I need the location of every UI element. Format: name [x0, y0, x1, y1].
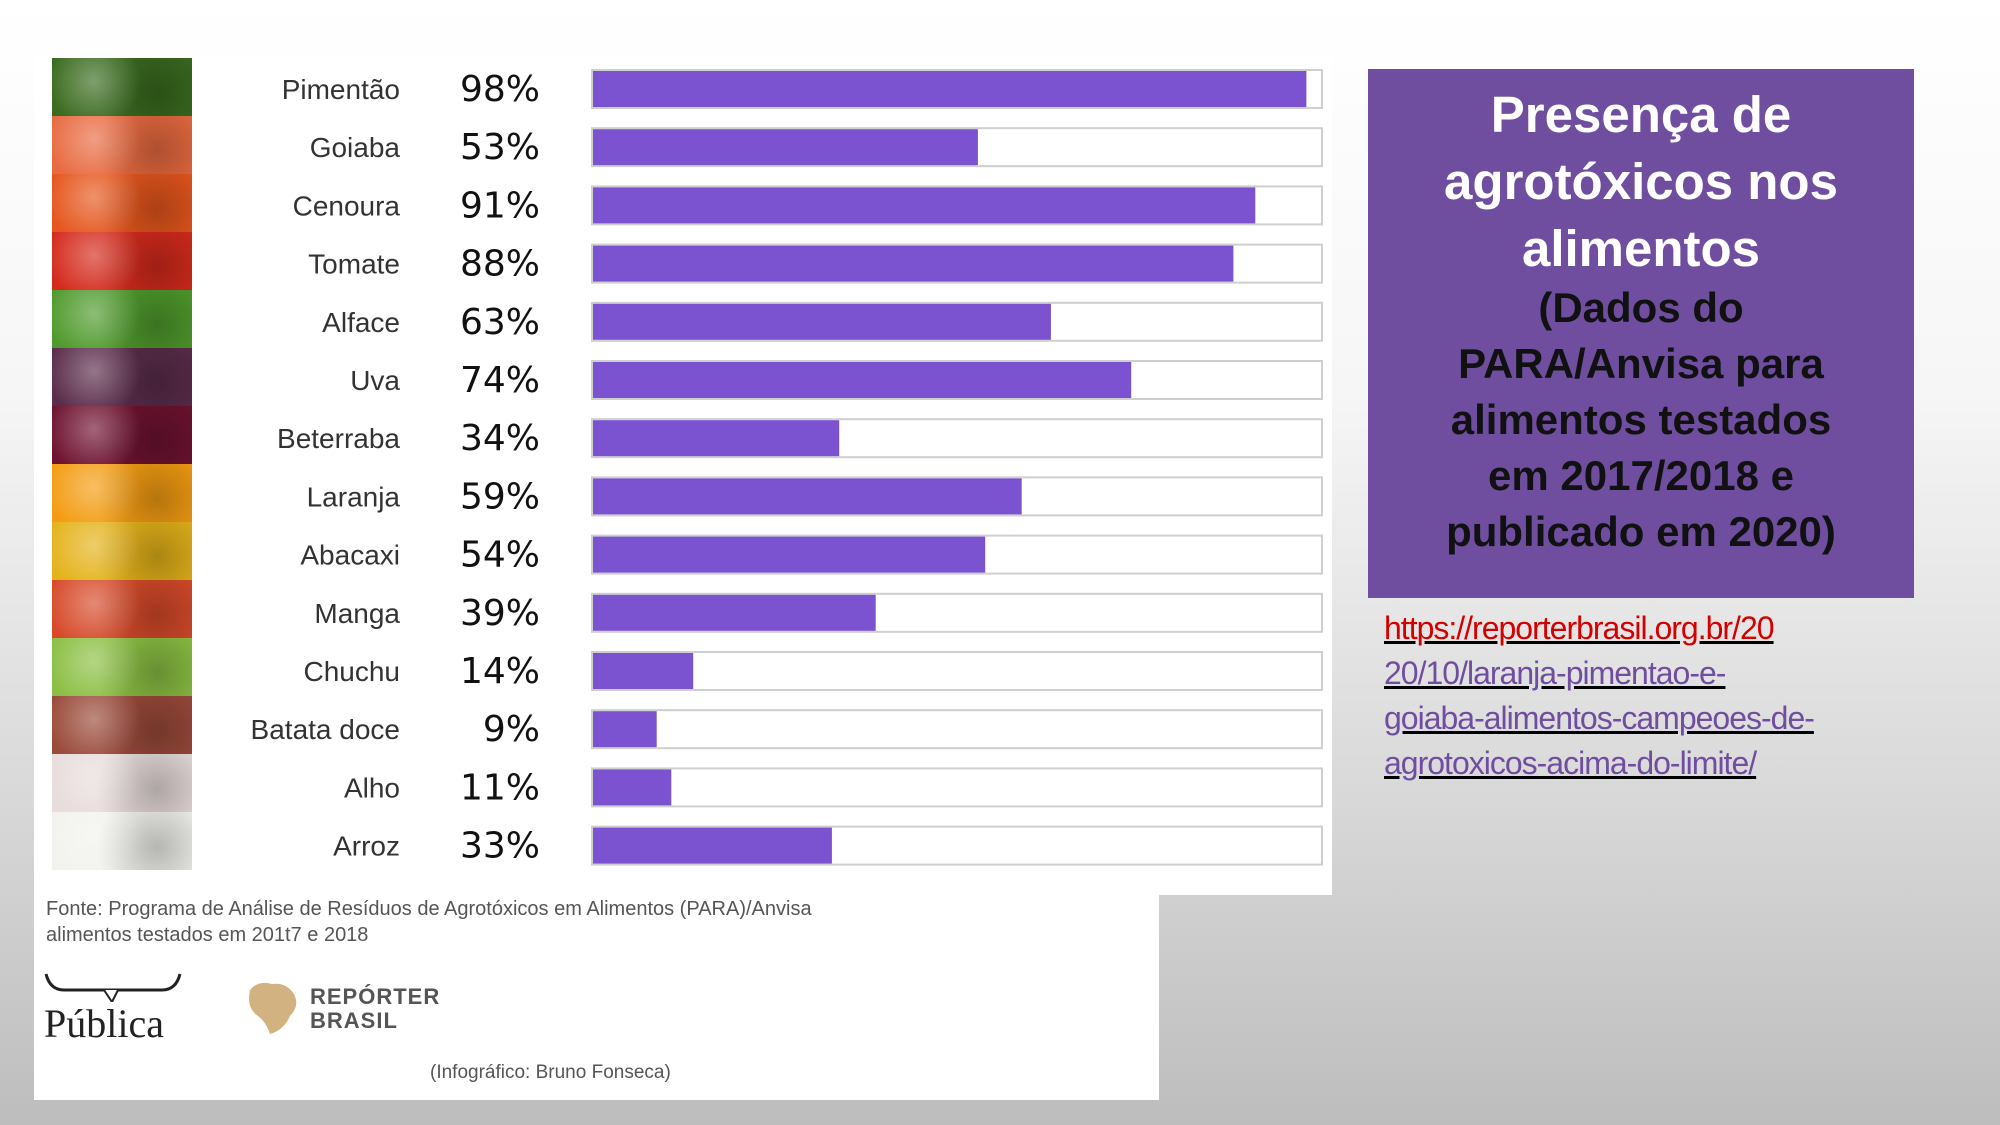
- subtitle-line-3: alimentos testados: [1450, 396, 1832, 443]
- category-label: Manga: [314, 598, 400, 629]
- vegetable-photo-tile: [52, 116, 192, 174]
- title-box: Presença de agrotóxicos nos alimentos (D…: [1368, 69, 1914, 598]
- value-label: 34%: [460, 418, 540, 459]
- vegetable-photo-tile: [52, 638, 192, 696]
- subtitle-line-4: em 2017/2018 e: [1488, 452, 1794, 499]
- category-label: Alho: [344, 772, 400, 803]
- vegetable-photo-tile: [52, 174, 192, 232]
- bar-5: [593, 303, 1051, 340]
- value-label: 59%: [460, 476, 540, 517]
- publica-logo: Pública: [44, 972, 194, 1046]
- bar-8: [593, 478, 1022, 515]
- infographic-footer-panel: [34, 890, 1159, 1100]
- category-label: Beterraba: [277, 423, 400, 454]
- vegetable-photo-tile: [52, 406, 192, 464]
- bar-11: [593, 653, 694, 689]
- value-label: 74%: [460, 360, 540, 401]
- value-label: 39%: [460, 593, 540, 634]
- source-link-line-2[interactable]: 20/10/laranja-pimentao-e-: [1384, 655, 1726, 691]
- source-line-2: alimentos testados em 201t7 e 2018: [46, 924, 369, 946]
- category-label: Goiaba: [310, 132, 401, 163]
- category-label: Cenoura: [293, 190, 401, 221]
- bar-4: [593, 245, 1234, 282]
- brazil-map-icon: [249, 982, 297, 1034]
- value-label: 11%: [460, 767, 540, 808]
- bar-3: [593, 187, 1256, 224]
- vegetable-photo-tile: [52, 696, 192, 754]
- value-label: 88%: [460, 244, 540, 285]
- subtitle-line-5: publicado em 2020): [1446, 508, 1836, 555]
- category-label: Uva: [350, 365, 400, 396]
- title-line-3: alimentos: [1521, 220, 1761, 277]
- bar-track: [591, 767, 1323, 808]
- infographic-credit: (Infográfico: Bruno Fonseca): [430, 1062, 671, 1083]
- subtitle-line-2: PARA/Anvisa para: [1458, 340, 1824, 387]
- vegetable-photo-tile: [52, 290, 192, 348]
- bar-13: [593, 769, 672, 806]
- source-line-1: Fonte: Programa de Análise de Resíduos d…: [46, 898, 812, 920]
- category-label: Tomate: [308, 249, 400, 280]
- subtitle-line-1: (Dados do: [1538, 284, 1744, 331]
- speech-bracket-icon: [44, 973, 182, 1002]
- value-label: 53%: [460, 127, 540, 168]
- value-label: 9%: [483, 709, 540, 750]
- reporter-logo-line-2: BRASIL: [310, 1008, 398, 1033]
- source-link-line-1[interactable]: https://reporterbrasil.org.br/20: [1384, 610, 1775, 646]
- bar-2: [593, 129, 978, 166]
- title-line-2: agrotóxicos nos: [1444, 153, 1838, 210]
- bar-7: [593, 420, 840, 457]
- value-label: 63%: [460, 302, 540, 343]
- reporter-brasil-logo: REPÓRTER BRASIL: [240, 976, 450, 1036]
- value-label: 98%: [460, 69, 540, 110]
- bar-14: [593, 827, 832, 864]
- bar-track: [591, 651, 1323, 691]
- vegetable-photo-tile: [52, 754, 192, 812]
- category-label: Laranja: [307, 481, 401, 512]
- publica-logo-text: Pública: [44, 1001, 164, 1046]
- value-label: 14%: [460, 651, 540, 692]
- vegetable-photo-tile: [52, 58, 192, 116]
- category-label: Pimentão: [282, 74, 400, 105]
- chart-source-note: Fonte: Programa de Análise de Resíduos d…: [46, 896, 906, 948]
- vegetable-photo-strip: [52, 58, 192, 870]
- value-label: 54%: [460, 535, 540, 576]
- vegetable-photo-tile: [52, 522, 192, 580]
- source-link[interactable]: https://reporterbrasil.org.br/20 20/10/l…: [1384, 606, 1924, 786]
- category-label: Abacaxi: [300, 540, 400, 571]
- category-label: Chuchu: [303, 656, 400, 687]
- category-label: Alface: [322, 307, 400, 338]
- category-label: Arroz: [333, 831, 400, 862]
- value-label: 33%: [460, 826, 540, 867]
- vegetable-photo-tile: [52, 232, 192, 290]
- bar-track: [591, 709, 1323, 750]
- source-link-line-3[interactable]: goiaba-alimentos-campeoes-de-: [1384, 700, 1815, 736]
- bar-12: [593, 711, 657, 748]
- category-label: Batata doce: [251, 714, 400, 745]
- vegetable-photo-tile: [52, 580, 192, 638]
- bar-9: [593, 536, 986, 573]
- vegetable-photo-tile: [52, 464, 192, 522]
- reporter-logo-line-1: REPÓRTER: [310, 984, 441, 1009]
- source-link-line-4[interactable]: agrotoxicos-acima-do-limite/: [1384, 745, 1757, 781]
- bar-10: [593, 594, 876, 631]
- value-label: 91%: [460, 185, 540, 226]
- vegetable-photo-tile: [52, 812, 192, 870]
- bar-6: [593, 362, 1132, 398]
- bar-1: [593, 71, 1307, 107]
- title-line-1: Presença de: [1490, 86, 1792, 143]
- bar-chart: Pimentão 98% Goiaba 53% Cenoura 91% Tomate 88% A…: [251, 69, 1323, 867]
- vegetable-photo-tile: [52, 348, 192, 406]
